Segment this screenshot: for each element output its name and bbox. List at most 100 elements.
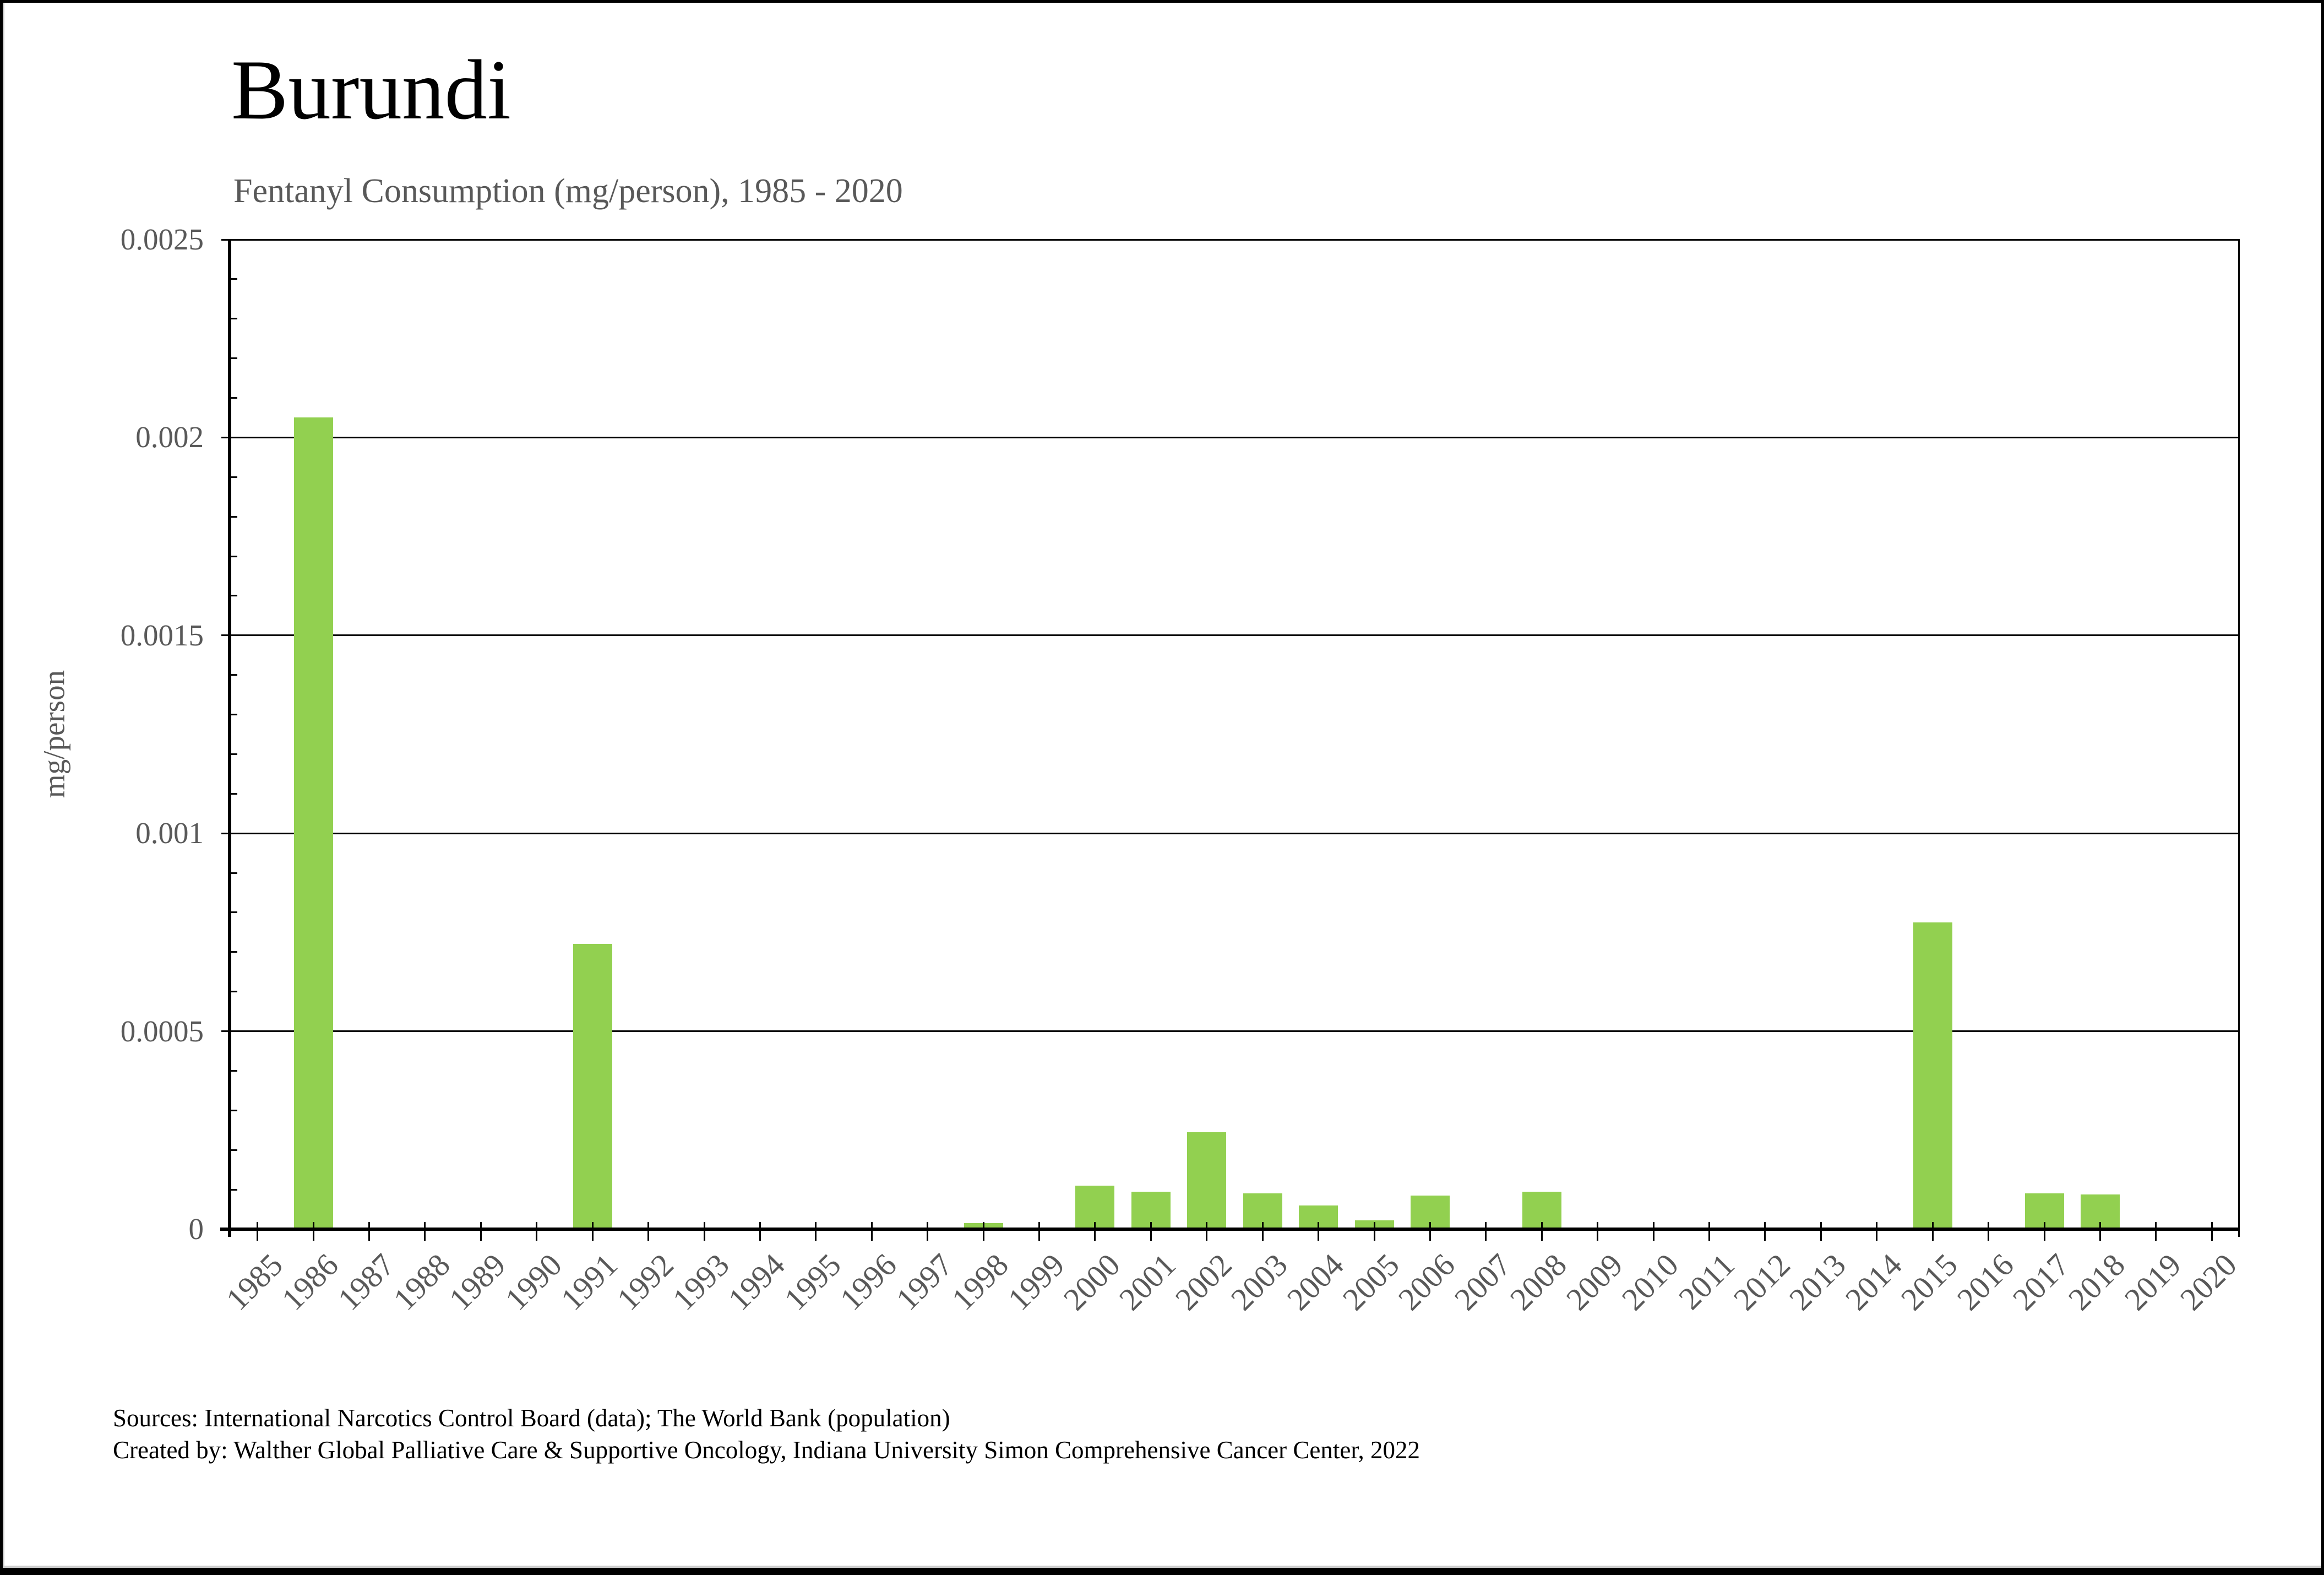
y-gridline bbox=[221, 436, 2240, 438]
footer-sources: Sources: International Narcotics Control… bbox=[113, 1404, 950, 1432]
x-tick-2018 bbox=[2099, 1222, 2101, 1241]
x-tick-label-2004: 2004 bbox=[1280, 1246, 1351, 1317]
footer: Sources: International Narcotics Control… bbox=[113, 1402, 1420, 1466]
x-tick-1992 bbox=[647, 1222, 650, 1241]
x-tick-2001 bbox=[1150, 1222, 1152, 1241]
x-tick-1994 bbox=[759, 1222, 761, 1241]
x-tick-label-2019: 2019 bbox=[2117, 1246, 2188, 1317]
x-tick-1991 bbox=[591, 1222, 594, 1241]
x-tick-1985 bbox=[257, 1222, 259, 1241]
x-tick-2010 bbox=[1652, 1222, 1654, 1241]
x-tick-label-2017: 2017 bbox=[2005, 1246, 2076, 1317]
footer-credit: Created by: Walther Global Palliative Ca… bbox=[113, 1436, 1420, 1464]
y-gridline bbox=[221, 832, 2240, 834]
x-tick-label-2011: 2011 bbox=[1671, 1246, 1741, 1317]
x-tick-label-1989: 1989 bbox=[442, 1246, 513, 1317]
x-axis-line bbox=[220, 1228, 2240, 1231]
x-tick-label-2020: 2020 bbox=[2173, 1246, 2244, 1317]
bar-2015 bbox=[1913, 922, 1952, 1229]
x-tick-label-1993: 1993 bbox=[665, 1246, 736, 1317]
x-tick-2017 bbox=[2043, 1222, 2045, 1241]
x-tick-label-2013: 2013 bbox=[1782, 1246, 1853, 1317]
x-tick-2015 bbox=[1931, 1222, 1934, 1241]
y-minor-tick bbox=[230, 714, 237, 716]
y-minor-tick bbox=[230, 991, 237, 993]
page-title: Burundi bbox=[231, 42, 511, 137]
x-tick-2009 bbox=[1597, 1222, 1599, 1241]
y-minor-tick bbox=[230, 1069, 237, 1072]
x-tick-label-1991: 1991 bbox=[554, 1246, 625, 1317]
x-tick-label-2001: 2001 bbox=[1112, 1246, 1183, 1317]
x-tick-label-2014: 2014 bbox=[1838, 1246, 1909, 1317]
x-tick-label-1986: 1986 bbox=[274, 1246, 345, 1317]
x-tick-2006 bbox=[1429, 1222, 1431, 1241]
x-tick-2012 bbox=[1764, 1222, 1766, 1241]
x-tick-2016 bbox=[1988, 1222, 1990, 1241]
x-tick-label-2009: 2009 bbox=[1559, 1246, 1630, 1317]
y-minor-tick bbox=[230, 595, 237, 597]
bar-1991 bbox=[573, 944, 612, 1229]
x-tick-label-1994: 1994 bbox=[721, 1246, 792, 1317]
x-tick-label-2015: 2015 bbox=[1894, 1246, 1965, 1317]
x-tick-label-2010: 2010 bbox=[1614, 1246, 1685, 1317]
x-tick-label-2000: 2000 bbox=[1056, 1246, 1127, 1317]
x-tick-2019 bbox=[2155, 1222, 2157, 1241]
y-minor-tick bbox=[230, 792, 237, 795]
x-tick-2020 bbox=[2211, 1222, 2213, 1241]
y-tick-label: 0.001 bbox=[135, 816, 204, 850]
bar-1986 bbox=[293, 417, 333, 1229]
x-tick-2011 bbox=[1708, 1222, 1711, 1241]
y-minor-tick bbox=[230, 872, 237, 874]
x-tick-1995 bbox=[815, 1222, 817, 1241]
x-tick-1987 bbox=[368, 1222, 371, 1241]
chart-subtitle: Fentanyl Consumption (mg/person), 1985 -… bbox=[233, 172, 903, 210]
x-tick-1989 bbox=[480, 1222, 482, 1241]
y-minor-tick bbox=[230, 278, 237, 280]
y-minor-tick bbox=[230, 1149, 237, 1151]
x-tick-2003 bbox=[1261, 1222, 1264, 1241]
x-tick-2008 bbox=[1541, 1222, 1543, 1241]
y-minor-tick bbox=[230, 397, 237, 399]
y-gridline bbox=[221, 1030, 2240, 1033]
y-minor-tick bbox=[230, 674, 237, 676]
x-tick-label-1998: 1998 bbox=[944, 1246, 1015, 1317]
x-tick-1998 bbox=[982, 1222, 984, 1241]
x-tick-2002 bbox=[1206, 1222, 1208, 1241]
x-tick-2014 bbox=[1876, 1222, 1878, 1241]
plot-right-border bbox=[2238, 240, 2240, 1237]
x-tick-label-2003: 2003 bbox=[1224, 1246, 1295, 1317]
x-tick-2007 bbox=[1485, 1222, 1487, 1241]
x-tick-label-1997: 1997 bbox=[889, 1246, 960, 1317]
x-tick-label-2008: 2008 bbox=[1503, 1246, 1574, 1317]
x-tick-label-1988: 1988 bbox=[386, 1246, 457, 1317]
x-tick-label-1992: 1992 bbox=[609, 1246, 681, 1317]
y-minor-tick bbox=[230, 911, 237, 914]
x-tick-1988 bbox=[424, 1222, 426, 1241]
y-minor-tick bbox=[230, 753, 237, 755]
x-tick-label-2016: 2016 bbox=[1950, 1246, 2021, 1317]
y-minor-tick bbox=[230, 1109, 237, 1111]
y-tick-label: 0.0005 bbox=[120, 1014, 204, 1048]
y-tick-label: 0.0015 bbox=[120, 618, 204, 652]
y-axis-title: mg/person bbox=[37, 670, 71, 799]
y-minor-tick bbox=[230, 1188, 237, 1191]
y-minor-tick bbox=[230, 318, 237, 320]
y-minor-tick bbox=[230, 515, 237, 518]
bar-2002 bbox=[1187, 1132, 1227, 1229]
x-tick-label-2005: 2005 bbox=[1335, 1246, 1406, 1317]
x-tick-label-2002: 2002 bbox=[1168, 1246, 1239, 1317]
x-tick-label-2007: 2007 bbox=[1447, 1246, 1518, 1317]
x-tick-1993 bbox=[703, 1222, 705, 1241]
y-axis-line bbox=[228, 240, 231, 1237]
x-tick-2000 bbox=[1094, 1222, 1096, 1241]
x-tick-label-1999: 1999 bbox=[1000, 1246, 1071, 1317]
x-tick-1997 bbox=[927, 1222, 929, 1241]
y-gridline bbox=[221, 238, 2240, 241]
y-minor-tick bbox=[230, 476, 237, 478]
y-tick-label: 0.002 bbox=[135, 420, 204, 454]
x-tick-label-1987: 1987 bbox=[330, 1246, 401, 1317]
x-tick-label-1985: 1985 bbox=[219, 1246, 290, 1317]
x-tick-2005 bbox=[1373, 1222, 1375, 1241]
bar-2000 bbox=[1075, 1185, 1115, 1229]
